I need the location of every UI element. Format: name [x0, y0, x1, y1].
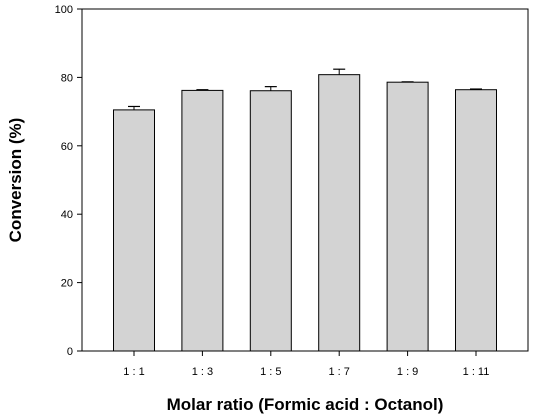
y-tick-label: 80 — [61, 72, 73, 84]
x-tick-label: 1 : 5 — [260, 366, 281, 378]
x-axis-title: Molar ratio (Formic acid : Octanol) — [167, 395, 444, 414]
bar — [318, 74, 361, 352]
y-axis: 0 20 40 60 80 100 — [55, 4, 82, 358]
plot-border — [81, 8, 529, 352]
y-tick-label: 100 — [55, 4, 73, 16]
plot-area — [81, 8, 529, 352]
y-tick-label: 40 — [61, 209, 73, 221]
y-tick-label: 60 — [61, 141, 73, 153]
bar — [249, 90, 292, 352]
bar — [386, 81, 429, 352]
bar — [181, 89, 224, 352]
bar — [455, 89, 497, 352]
y-axis-title: Conversion (%) — [6, 118, 25, 243]
bar — [113, 109, 155, 352]
x-axis: 1 : 1 1 : 3 1 : 5 1 : 7 1 : 9 1 : 11 — [123, 351, 489, 378]
x-tick-label: 1 : 7 — [328, 366, 349, 378]
y-tick-label: 0 — [67, 346, 73, 358]
y-tick-label: 20 — [61, 278, 73, 290]
x-tick-label: 1 : 1 — [123, 366, 144, 378]
x-tick-label: 1 : 11 — [463, 366, 490, 378]
x-tick-label: 1 : 9 — [397, 366, 418, 378]
x-tick-label: 1 : 3 — [192, 366, 213, 378]
bars — [113, 68, 497, 352]
